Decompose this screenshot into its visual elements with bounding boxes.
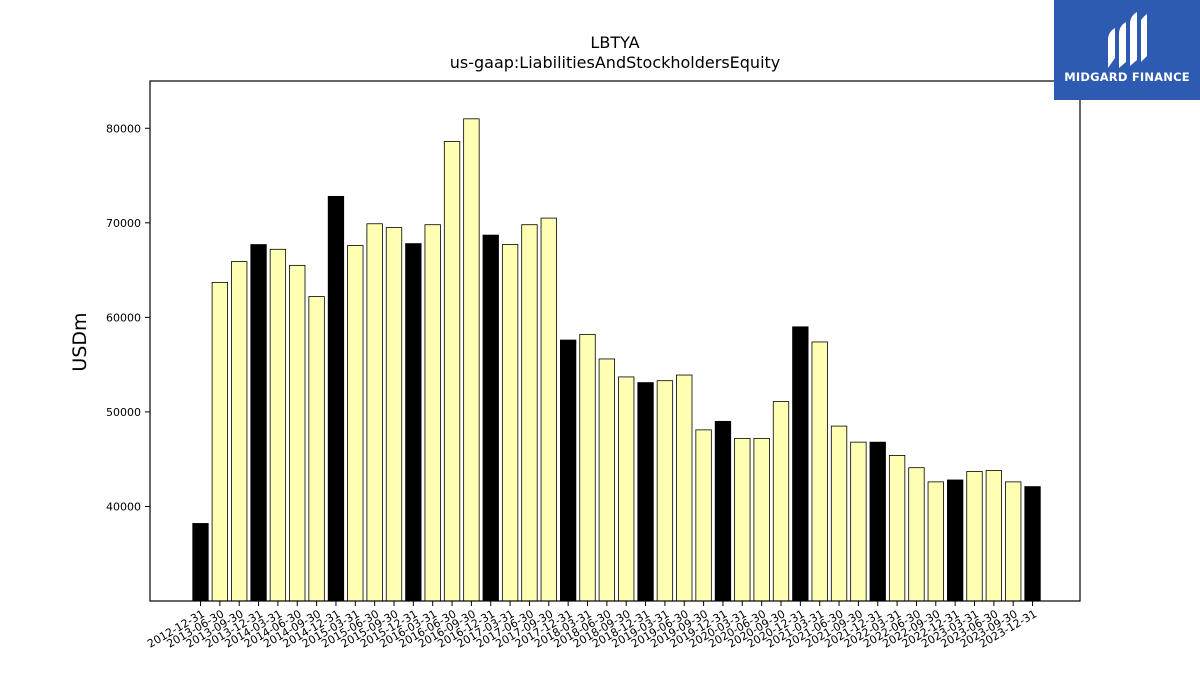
bar-2022-12-31 bbox=[947, 479, 964, 602]
bar-2020-09-30 bbox=[772, 401, 790, 602]
bar-2021-06-30 bbox=[830, 425, 848, 602]
bar-2015-12-31 bbox=[405, 243, 422, 602]
bar-2022-09-30 bbox=[927, 481, 944, 602]
bar-2020-12-31 bbox=[792, 326, 809, 602]
bar-2019-09-30 bbox=[695, 429, 712, 602]
y-tick-label: 70000 bbox=[106, 217, 141, 230]
bar-2015-06-30 bbox=[366, 223, 383, 602]
bar-2020-03-31 bbox=[734, 437, 751, 602]
bar-2019-12-31 bbox=[714, 420, 732, 602]
bar-2017-12-31 bbox=[560, 339, 577, 602]
bar-2021-12-31 bbox=[869, 441, 886, 602]
brand-name: MIDGARD FINANCE bbox=[1064, 70, 1190, 84]
bar-2018-06-30 bbox=[598, 358, 615, 602]
bar-2013-09-30 bbox=[231, 261, 248, 602]
y-tick-label: 40000 bbox=[106, 500, 141, 513]
plot-frame bbox=[149, 80, 1081, 602]
bar-2023-12-31 bbox=[1024, 486, 1041, 602]
bar-2022-06-30 bbox=[908, 467, 925, 602]
y-axis-label: USDm bbox=[69, 312, 91, 371]
bar-2016-03-31 bbox=[424, 224, 441, 602]
bar-2016-06-30 bbox=[443, 141, 461, 602]
y-tick-label: 60000 bbox=[106, 311, 141, 324]
bar-2012-12-31 bbox=[192, 523, 209, 602]
midgard-logo-icon bbox=[1108, 12, 1147, 68]
brand-logo: MIDGARD FINANCE bbox=[1054, 0, 1200, 100]
bar-2018-09-30 bbox=[618, 376, 635, 602]
bar-2015-03-31 bbox=[347, 245, 364, 602]
chart-title: LBTYA bbox=[590, 33, 639, 52]
bar-2023-06-30 bbox=[985, 470, 1002, 602]
bar-2021-09-30 bbox=[850, 441, 867, 602]
bar-2016-09-30 bbox=[463, 118, 480, 602]
bar-2013-12-31 bbox=[250, 244, 267, 602]
y-tick-label: 50000 bbox=[106, 406, 141, 419]
bar-2014-03-31 bbox=[269, 248, 287, 602]
bar-2018-03-31 bbox=[579, 333, 596, 602]
bar-2019-03-31 bbox=[656, 380, 674, 602]
bar-2014-12-31 bbox=[327, 195, 345, 602]
bars-group bbox=[192, 118, 1041, 602]
bar-2023-09-30 bbox=[1005, 481, 1022, 602]
bar-2020-06-30 bbox=[753, 437, 770, 602]
bar-2019-06-30 bbox=[676, 374, 693, 602]
bar-2017-09-30 bbox=[540, 217, 557, 602]
bar-2014-06-30 bbox=[289, 264, 306, 602]
bar-2016-12-31 bbox=[482, 234, 499, 602]
y-axis-ticks: 40000 50000 60000 70000 80000 bbox=[106, 122, 150, 513]
x-axis-ticks: 2012-12-312013-06-302013-09-302013-12-31… bbox=[145, 601, 1039, 651]
bar-2018-12-31 bbox=[637, 382, 654, 602]
bar-2022-03-31 bbox=[888, 454, 906, 602]
bar-2017-06-30 bbox=[521, 224, 538, 602]
bar-2014-09-30 bbox=[308, 296, 325, 602]
y-tick-label: 80000 bbox=[106, 122, 141, 135]
bar-2021-03-31 bbox=[811, 341, 828, 602]
bar-2013-06-30 bbox=[211, 281, 229, 602]
bar-2015-09-30 bbox=[385, 227, 403, 602]
bar-2017-03-31 bbox=[501, 244, 519, 602]
chart-subtitle: us-gaap:LiabilitiesAndStockholdersEquity bbox=[450, 53, 781, 72]
bar-2023-03-31 bbox=[966, 471, 983, 602]
